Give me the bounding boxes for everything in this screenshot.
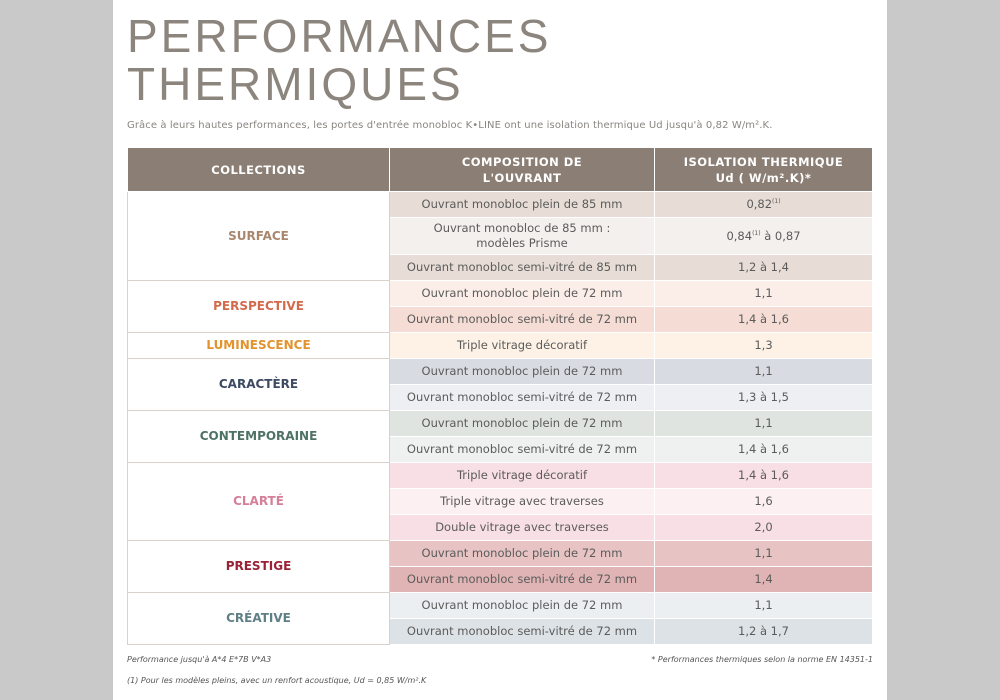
ud-value-range: à 0,87 (760, 228, 801, 243)
ud-value: 1,2 à 1,7 (738, 624, 789, 638)
composition-cell: Ouvrant monobloc semi-vitré de 72 mm (389, 306, 655, 333)
composition-cell: Ouvrant monobloc plein de 72 mm (389, 410, 655, 437)
ud-value: 1,1 (754, 598, 773, 612)
composition-cell: Triple vitrage avec traverses (389, 488, 655, 515)
title-line-1: PERFORMANCES (127, 10, 552, 62)
table-row: Ouvrant monobloc semi-vitré de 72 mm 1,4 (128, 566, 873, 593)
isolation-cell: 1,1 (654, 410, 873, 437)
ud-value: 2,0 (754, 520, 773, 534)
composition-cell: Triple vitrage décoratif (389, 332, 655, 359)
isolation-cell: 0,82(1) (654, 191, 873, 218)
ud-value: 1,6 (754, 494, 773, 508)
page-title: PERFORMANCES THERMIQUES (127, 12, 551, 108)
table-row: PERSPECTIVE Ouvrant monobloc plein de 72 … (127, 280, 873, 333)
isolation-cell: 2,0 (654, 514, 873, 541)
ud-value: 1,4 à 1,6 (738, 442, 789, 456)
table-row: CONTEMPORAINE Ouvrant monobloc plein de 7… (127, 410, 873, 463)
footnote-marker: (1) (752, 229, 761, 237)
isolation-cell: 1,1 (654, 540, 873, 567)
table-row: Triple vitrage avec traverses 1,6 (128, 488, 873, 515)
ud-value: 1,1 (754, 364, 773, 378)
composition-cell: Ouvrant monobloc semi-vitré de 72 mm (389, 436, 655, 463)
table-body: SURFACE Ouvrant monobloc plein de 85 mm 0,… (127, 191, 873, 645)
table-row: PRESTIGE Ouvrant monobloc plein de 72 mm 1… (127, 540, 873, 593)
ud-value: 1,1 (754, 546, 773, 560)
composition-line2: modèles Prisme (476, 236, 568, 250)
isolation-cell: 1,4 (654, 566, 873, 593)
header-composition: COMPOSITION DE L'OUVRANT (389, 147, 655, 192)
isolation-cell: 1,1 (654, 358, 873, 385)
isolation-cell: 1,1 (654, 280, 873, 307)
thermal-performance-table: COLLECTIONS COMPOSITION DE L'OUVRANT ISO… (127, 147, 873, 645)
isolation-cell: 1,4 à 1,6 (654, 436, 873, 463)
document-page: PERFORMANCES THERMIQUES Grâce à leurs ha… (113, 0, 887, 700)
composition-cell: Ouvrant monobloc semi-vitré de 72 mm (389, 618, 655, 645)
header-composition-line2: L'OUVRANT (482, 170, 562, 185)
table-header: COLLECTIONS COMPOSITION DE L'OUVRANT ISO… (127, 147, 873, 192)
footnote-marker: (1) (772, 198, 781, 206)
table-row: Ouvrant monobloc semi-vitré de 72 mm 1,4 … (128, 436, 873, 463)
isolation-cell: 1,4 à 1,6 (654, 462, 873, 489)
isolation-cell: 1,2 à 1,7 (654, 618, 873, 645)
ud-value: 1,1 (754, 416, 773, 430)
header-collections: COLLECTIONS (127, 147, 390, 192)
ud-value: 1,4 (754, 572, 773, 586)
collection-name: CONTEMPORAINE (127, 410, 390, 463)
isolation-cell: 1,4 à 1,6 (654, 306, 873, 333)
header-isolation-line2: Ud ( W/m².K)* (715, 170, 812, 185)
collection-name: PERSPECTIVE (127, 280, 390, 333)
table-row: SURFACE Ouvrant monobloc plein de 85 mm 0,… (127, 191, 873, 281)
composition-cell: Ouvrant monobloc semi-vitré de 72 mm (389, 566, 655, 593)
composition-line1: Ouvrant monobloc de 85 mm : (433, 221, 611, 235)
isolation-cell: 1,2 à 1,4 (654, 254, 873, 281)
table-row: Ouvrant monobloc semi-vitré de 72 mm 1,3 … (128, 384, 873, 411)
collection-name: PRESTIGE (127, 540, 390, 593)
table-row: CRÉATIVE Ouvrant monobloc plein de 72 mm 1… (127, 592, 873, 645)
table-row: CARACTÈRE Ouvrant monobloc plein de 72 mm… (127, 358, 873, 411)
composition-cell: Ouvrant monobloc plein de 72 mm (389, 540, 655, 567)
table-row: Ouvrant monobloc semi-vitré de 72 mm 1,4 … (128, 306, 873, 333)
isolation-cell: 1,1 (654, 592, 873, 619)
header-isolation: ISOLATION THERMIQUE Ud ( W/m².K)* (654, 147, 873, 192)
composition-cell: Ouvrant monobloc de 85 mm : modèles Prism… (389, 217, 655, 255)
table-row: Ouvrant monobloc semi-vitré de 85 mm 1,2 … (128, 254, 873, 281)
composition-cell: Ouvrant monobloc semi-vitré de 85 mm (389, 254, 655, 281)
note-norm: * Performances thermiques selon la norme… (651, 655, 873, 664)
composition-cell: Ouvrant monobloc plein de 85 mm (389, 191, 655, 218)
collection-name: CARACTÈRE (127, 358, 390, 411)
note-performance: Performance jusqu'à A*4 E*7B V*A3 (127, 655, 272, 664)
table-row: Ouvrant monobloc semi-vitré de 72 mm 1,2 … (128, 618, 873, 645)
collection-name: CLARTÉ (127, 462, 390, 541)
isolation-cell: 1,6 (654, 488, 873, 515)
collection-name: LUMINESCENCE (127, 332, 390, 359)
composition-cell: Ouvrant monobloc plein de 72 mm (389, 592, 655, 619)
table-row: Double vitrage avec traverses 2,0 (128, 514, 873, 541)
ud-value: 1,2 à 1,4 (738, 260, 789, 274)
composition-cell: Ouvrant monobloc plein de 72 mm (389, 280, 655, 307)
ud-value: 1,4 à 1,6 (738, 468, 789, 482)
composition-cell: Double vitrage avec traverses (389, 514, 655, 541)
collection-name: SURFACE (127, 191, 390, 281)
isolation-cell: 1,3 à 1,5 (654, 384, 873, 411)
composition-cell: Triple vitrage décoratif (389, 462, 655, 489)
header-isolation-line1: ISOLATION THERMIQUE (683, 154, 844, 169)
table-row: Ouvrant monobloc de 85 mm : modèles Prism… (128, 217, 873, 255)
title-line-2: THERMIQUES (127, 58, 464, 110)
ud-value: 1,1 (754, 286, 773, 300)
note-footnote: (1) Pour les modèles pleins, avec un ren… (127, 676, 427, 685)
ud-value: 0,82 (746, 197, 773, 211)
isolation-cell: 1,3 (654, 332, 873, 359)
composition-cell: Ouvrant monobloc semi-vitré de 72 mm (389, 384, 655, 411)
ud-value: 0,84 (726, 228, 753, 243)
ud-value: 1,3 à 1,5 (738, 390, 789, 404)
composition-cell: Ouvrant monobloc plein de 72 mm (389, 358, 655, 385)
table-row: CLARTÉ Triple vitrage décoratif 1,4 à 1,6 (127, 462, 873, 541)
page-subtitle: Grâce à leurs hautes performances, les p… (127, 120, 773, 131)
ud-value: 1,3 (754, 338, 773, 352)
table-row: LUMINESCENCE Triple vitrage décoratif 1,3 (127, 332, 873, 359)
collection-name: CRÉATIVE (127, 592, 390, 645)
ud-value: 1,4 à 1,6 (738, 312, 789, 326)
isolation-cell: 0,84(1) à 0,87 (654, 217, 873, 255)
header-composition-line1: COMPOSITION DE (461, 154, 583, 169)
